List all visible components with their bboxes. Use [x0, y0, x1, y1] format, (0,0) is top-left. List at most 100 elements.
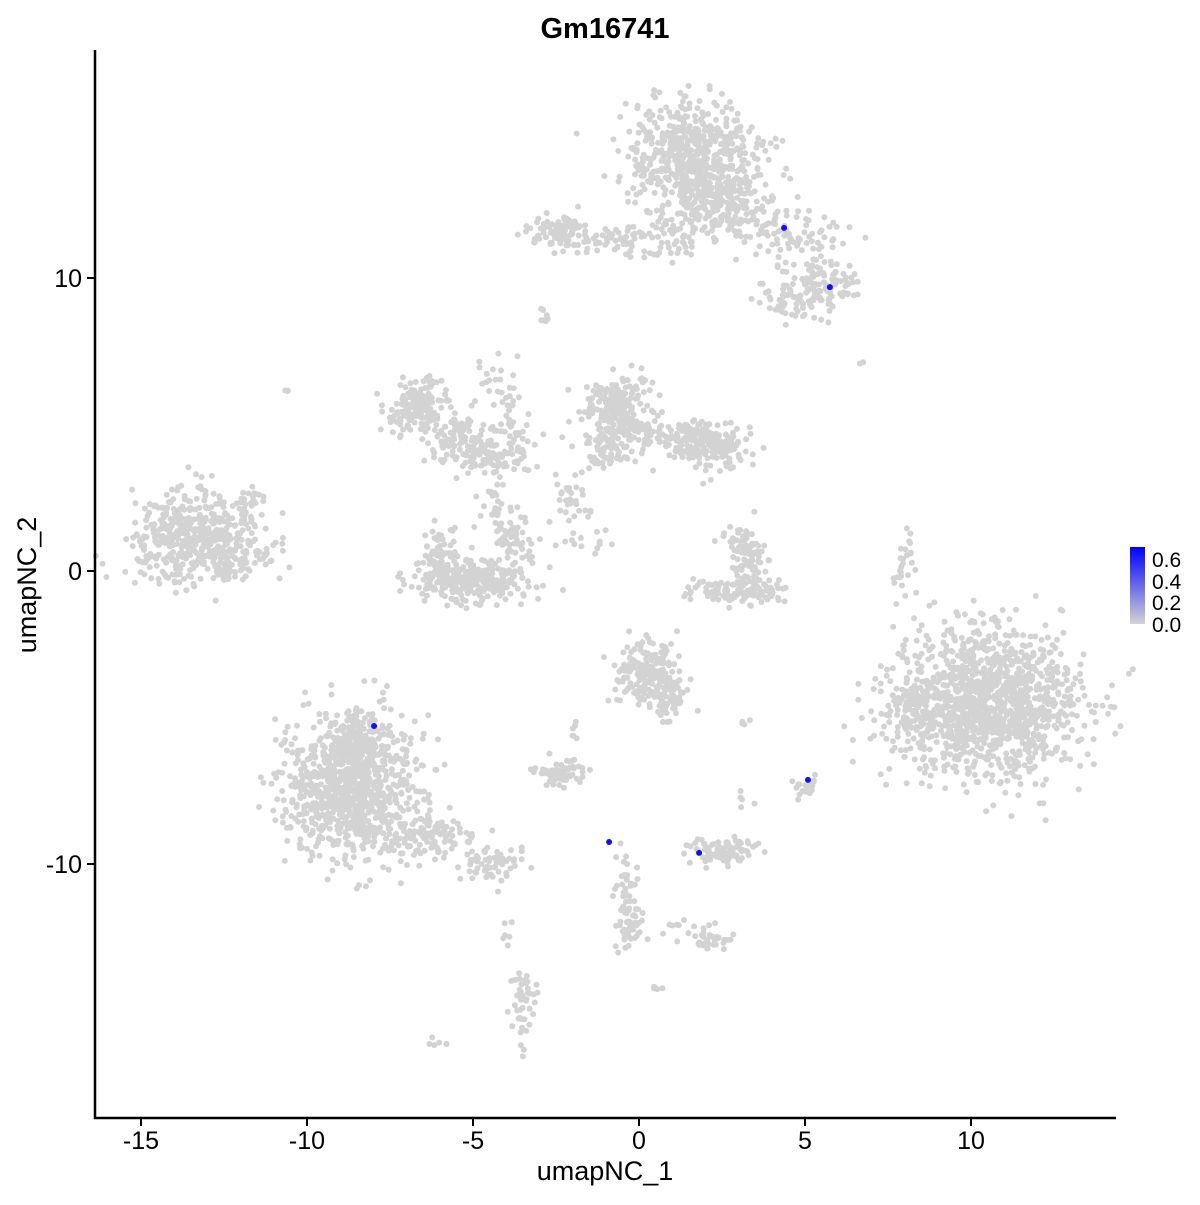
cell-point — [565, 237, 572, 244]
cell-point — [493, 462, 500, 469]
cell-point — [744, 185, 751, 191]
cell-point — [1041, 716, 1048, 722]
cell-point — [424, 543, 431, 550]
cell-point — [576, 408, 583, 415]
cell-point — [924, 728, 931, 735]
cell-point — [837, 290, 844, 297]
cell-point — [944, 744, 951, 751]
cell-point — [193, 471, 199, 478]
cell-point — [1092, 719, 1099, 725]
cell-point — [414, 395, 420, 402]
cell-point — [1017, 658, 1024, 665]
cell-point — [782, 259, 789, 266]
cell-point — [499, 541, 506, 548]
cell-point — [660, 154, 667, 161]
cell-point — [989, 671, 996, 678]
cell-point — [608, 454, 615, 460]
cell-point — [647, 179, 654, 186]
cell-point — [774, 236, 780, 243]
cell-point — [687, 596, 694, 603]
cell-point — [594, 247, 601, 254]
cell-point — [1028, 712, 1035, 719]
cell-point — [877, 663, 884, 670]
cell-point — [489, 564, 496, 571]
cell-point — [141, 533, 148, 540]
cell-point — [1040, 781, 1047, 788]
cell-point — [830, 219, 837, 226]
cell-point — [1043, 666, 1050, 673]
cell-point — [912, 711, 919, 718]
cell-point — [754, 156, 761, 163]
cell-point — [1080, 651, 1087, 658]
cell-point — [1006, 616, 1013, 623]
cell-point — [1067, 702, 1074, 709]
cell-point — [651, 189, 658, 196]
cell-point — [718, 442, 725, 449]
cell-point — [757, 171, 764, 178]
cell-point — [622, 233, 629, 240]
cell-point — [419, 436, 426, 443]
cell-point — [557, 237, 564, 244]
cell-point — [620, 420, 627, 427]
cell-point — [552, 222, 559, 229]
cell-point — [626, 628, 633, 635]
cell-point — [597, 387, 604, 394]
cell-point — [571, 541, 578, 548]
cell-point — [945, 712, 952, 718]
cell-point — [174, 487, 181, 494]
cell-point — [422, 585, 429, 592]
cell-point — [723, 594, 730, 601]
cell-point — [743, 211, 750, 218]
cell-point — [748, 561, 755, 568]
cell-point — [715, 435, 722, 442]
cell-point — [1016, 748, 1023, 755]
cell-point — [688, 187, 695, 193]
cell-point — [618, 235, 624, 241]
cell-point — [467, 580, 474, 587]
cell-point — [946, 732, 953, 739]
cell-point — [438, 404, 445, 411]
cell-point — [808, 263, 815, 270]
cell-point — [706, 179, 713, 186]
cell-point — [620, 404, 627, 411]
cell-point — [961, 693, 968, 700]
cell-point — [132, 500, 139, 507]
cell-point — [495, 350, 502, 357]
cell-point — [1021, 725, 1028, 732]
cell-point — [605, 418, 612, 425]
cell-point — [687, 590, 694, 597]
cell-point — [686, 123, 693, 130]
cell-point — [615, 178, 622, 185]
cell-point — [783, 165, 790, 172]
cell-point — [442, 387, 449, 393]
cell-point — [975, 779, 982, 786]
cell-point — [616, 668, 623, 675]
cell-point — [723, 140, 730, 147]
cell-point — [538, 317, 545, 324]
cell-point — [560, 223, 567, 230]
cell-point — [967, 722, 974, 729]
cell-point — [245, 566, 252, 573]
cell-point — [1079, 684, 1086, 691]
cell-point — [625, 416, 632, 423]
cell-point — [221, 518, 228, 525]
cell-point — [1014, 694, 1021, 701]
cell-point — [719, 197, 726, 204]
cell-point — [607, 460, 613, 467]
cell-point — [195, 484, 202, 491]
cell-point — [615, 405, 621, 412]
cell-point — [583, 384, 590, 391]
cell-point — [870, 686, 877, 692]
cell-point — [163, 491, 170, 498]
cell-point — [225, 574, 232, 581]
cell-point — [554, 481, 561, 488]
cell-point — [714, 585, 721, 592]
cell-point — [160, 514, 167, 521]
cell-point — [578, 416, 585, 423]
cell-point — [682, 126, 689, 133]
cell-point — [903, 726, 909, 733]
cell-point — [877, 771, 884, 778]
cell-point — [486, 388, 493, 394]
cell-point — [855, 680, 862, 687]
cell-point — [826, 307, 833, 314]
